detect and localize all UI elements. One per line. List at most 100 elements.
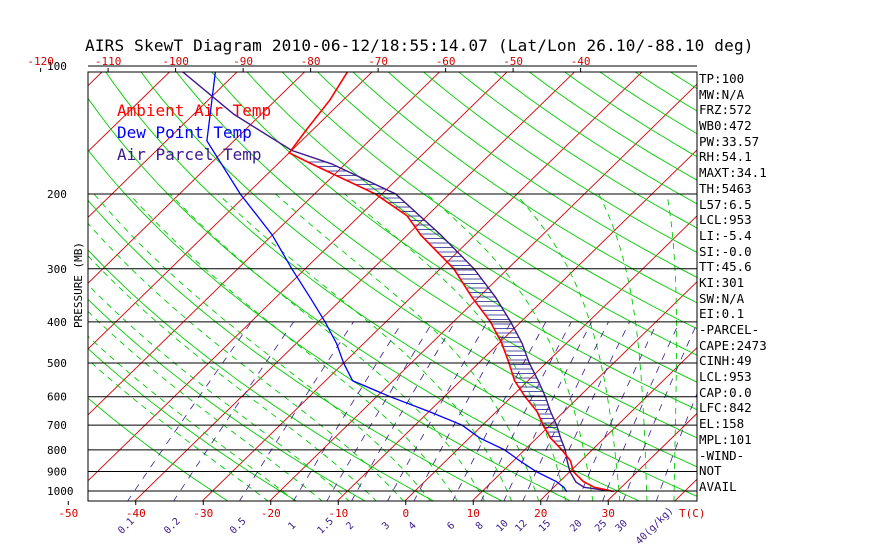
mixing-ratio-label: 0.2 xyxy=(162,516,183,537)
y-tick-label: 1000 xyxy=(47,485,74,498)
dewpoint-line xyxy=(206,72,568,492)
parcel-line-point xyxy=(575,481,577,483)
isotherm-line xyxy=(606,412,697,501)
parcel-line-point xyxy=(560,437,562,439)
moist-adiabat-line xyxy=(88,284,350,501)
isotherm-line xyxy=(88,72,306,284)
moist-adiabat-line xyxy=(666,193,678,501)
index-item: NOT xyxy=(699,463,722,479)
ambient-line xyxy=(287,72,614,493)
ambient-line-point xyxy=(570,460,572,462)
parcel-line-point xyxy=(331,163,333,165)
isotherm-line xyxy=(88,72,171,153)
mixing-ratio-label: 12 xyxy=(513,518,529,534)
moist-adiabat-line xyxy=(128,193,459,501)
moist-adiabat-line xyxy=(275,193,540,501)
dewpoint-line-point xyxy=(519,460,521,462)
y-tick-label: 600 xyxy=(47,391,67,404)
index-item: TT:45.6 xyxy=(699,259,752,275)
parcel-line-point xyxy=(583,486,585,488)
x-top-tick-label: -50 xyxy=(503,55,523,68)
mixing-ratio-line xyxy=(351,321,456,501)
mixing-ratio-line xyxy=(480,321,572,501)
moist-adiabat-line xyxy=(515,193,621,501)
parcel-line-point xyxy=(494,296,497,298)
ambient-line-point xyxy=(536,410,538,413)
ambient-line-point xyxy=(310,163,313,165)
dry-adiabat-line xyxy=(422,72,697,254)
dewpoint-line-point xyxy=(555,480,557,483)
index-item: AVAIL xyxy=(699,478,737,494)
isotherm-line xyxy=(809,57,870,502)
mixing-ratio-label: 30 xyxy=(614,518,630,534)
index-item: SI:-0.0 xyxy=(699,243,752,259)
moist-adiabat-line xyxy=(88,335,296,501)
dewpoint-line-point xyxy=(206,140,208,142)
x-bottom-tick-label: 10 xyxy=(467,507,480,520)
isotherm-line xyxy=(88,72,508,482)
dry-adiabat-line xyxy=(528,72,697,181)
parcel-line-point xyxy=(549,410,552,413)
dewpoint-line-point xyxy=(271,234,273,236)
index-item: LCL:953 xyxy=(699,369,752,385)
sounding-series xyxy=(181,72,615,493)
mixing-ratio-line xyxy=(602,321,680,501)
dry-adiabat-line xyxy=(175,72,697,439)
isotherm-line xyxy=(269,83,697,501)
ambient-line-point xyxy=(501,343,503,345)
isotherm-line xyxy=(134,72,576,501)
index-item: RH:54.1 xyxy=(699,149,752,165)
ambient-line-point xyxy=(514,380,516,382)
dewpoint-line-point xyxy=(428,410,430,413)
parcel-line xyxy=(181,72,614,493)
parcel-line-point xyxy=(566,460,568,462)
index-item: L57:6.5 xyxy=(699,196,752,212)
mixing-ratio-label: 0.5 xyxy=(228,516,249,537)
index-item: LI:-5.4 xyxy=(699,227,752,243)
mixing-ratio-label: 25 xyxy=(593,518,609,534)
parcel-line-point xyxy=(440,234,442,236)
index-item: LCL:953 xyxy=(699,212,752,228)
index-item: MPL:101 xyxy=(699,431,752,447)
mixing-ratio-label: 40(g/kg) xyxy=(634,505,676,547)
index-item: KI:301 xyxy=(699,274,745,290)
ambient-line-point xyxy=(420,234,422,236)
index-item: TH:5463 xyxy=(699,180,752,196)
x-bottom-tick-label: 30 xyxy=(602,507,615,520)
y-tick-label: 300 xyxy=(47,263,67,276)
stability-index-list: TP:100 MW:N/A FRZ:572 WB0:472 PW:33.57 RH:54.… xyxy=(699,71,767,495)
index-item: -WIND- xyxy=(699,447,745,463)
index-item: FRZ:572 xyxy=(699,102,752,118)
index-item: LFC:842 xyxy=(699,400,752,416)
isotherm-line xyxy=(471,281,697,501)
dewpoint-line-point xyxy=(563,486,565,488)
moist-adiabat-line xyxy=(88,222,404,501)
mixing-ratio-label: 8 xyxy=(474,520,486,532)
mixing-ratio-line xyxy=(546,321,630,501)
moist-adiabat-line xyxy=(169,193,486,501)
x-top-tick-label: -90 xyxy=(233,55,253,68)
legend-dew-point-temp: Dew Point Temp xyxy=(117,123,252,142)
parcel-line-point xyxy=(521,343,523,345)
mixing-ratio-line xyxy=(293,321,403,501)
y-tick-label: 800 xyxy=(47,444,67,457)
index-item: CINH:49 xyxy=(699,353,752,369)
ambient-line-point xyxy=(593,486,595,488)
isotherm-line xyxy=(201,72,643,501)
x-bottom-tick-label: -20 xyxy=(261,507,281,520)
plot-frame xyxy=(87,71,698,502)
x-top-tick-label: -100 xyxy=(162,55,189,68)
y-tick-label: 200 xyxy=(47,188,67,201)
y-tick-label: 900 xyxy=(47,466,67,479)
mixing-ratio-line xyxy=(503,321,592,501)
mixing-ratio-line xyxy=(655,392,697,501)
index-item: EL:158 xyxy=(699,416,745,432)
index-item: PW:33.57 xyxy=(699,133,760,149)
x-bottom-tick-label: -50 xyxy=(58,507,78,520)
x-bottom-tick-label: -10 xyxy=(328,507,348,520)
index-item: EI:0.1 xyxy=(699,306,745,322)
ambient-line-point xyxy=(307,127,309,129)
x-top-tick-label: -80 xyxy=(301,55,321,68)
x-top-tick-label: -110 xyxy=(95,55,122,68)
